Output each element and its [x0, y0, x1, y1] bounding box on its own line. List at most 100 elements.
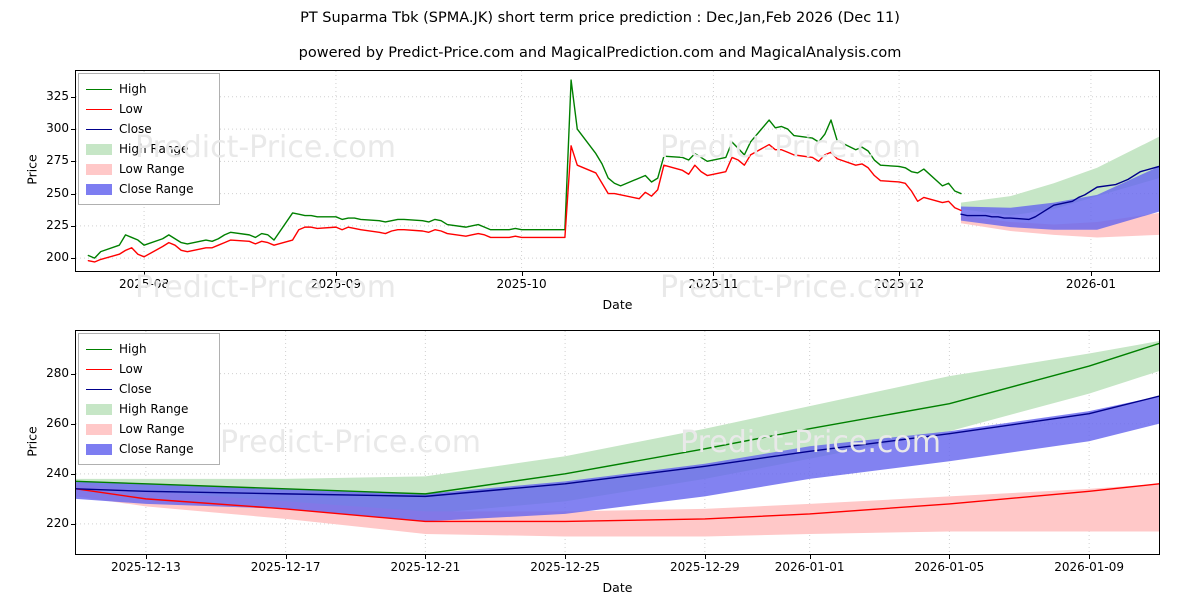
- y-tick-mark: [71, 96, 75, 98]
- y-tick-label: 240: [46, 465, 69, 480]
- legend-item-low-range: Low Range: [86, 419, 212, 439]
- y-tick-label: 260: [46, 415, 69, 430]
- y-tick-mark: [71, 373, 75, 375]
- x-tick-mark: [1089, 555, 1091, 559]
- legend-line-swatch-close: [86, 384, 112, 395]
- legend-label-high-range: High Range: [119, 142, 189, 156]
- band-low-range: [76, 483, 1159, 537]
- y-tick-mark: [71, 473, 75, 475]
- bottom-plot-svg: [76, 331, 1159, 554]
- legend-line-swatch-high: [86, 84, 112, 95]
- legend-label-close-range: Close Range: [119, 182, 194, 196]
- legend-item-low: Low: [86, 359, 212, 379]
- x-tick-mark: [145, 555, 147, 559]
- y-tick-mark: [71, 523, 75, 525]
- legend-patch-swatch-low-range: [86, 423, 112, 435]
- legend-item-close-range: Close Range: [86, 179, 212, 199]
- legend-label-high-range: High Range: [119, 402, 189, 416]
- top-x-axis-label: Date: [602, 297, 633, 312]
- series-line-high: [76, 342, 1159, 495]
- legend-label-low-range: Low Range: [119, 422, 185, 436]
- y-tick-mark: [71, 193, 75, 195]
- legend-line-swatch-low: [86, 364, 112, 375]
- x-tick-label: 2026-01: [1065, 277, 1116, 291]
- x-tick-mark: [713, 272, 715, 276]
- series-line-close: [76, 395, 1159, 498]
- y-tick-label: 275: [46, 153, 69, 168]
- y-tick-mark: [71, 258, 75, 260]
- legend-patch-swatch-high-range: [86, 403, 112, 415]
- legend-item-close: Close: [86, 119, 212, 139]
- legend-item-high-range: High Range: [86, 399, 212, 419]
- x-tick-mark: [704, 555, 706, 559]
- chart-subtitle: powered by Predict-Price.com and Magical…: [298, 45, 902, 61]
- y-tick-label: 280: [46, 365, 69, 380]
- legend-patch-swatch-close-range: [86, 443, 112, 455]
- x-tick-mark: [809, 555, 811, 559]
- legend-label-high: High: [119, 342, 147, 356]
- y-tick-label: 225: [46, 217, 69, 232]
- legend-line-swatch-close: [86, 124, 112, 135]
- x-tick-label: 2026-01-05: [914, 560, 985, 574]
- legend-label-close: Close: [119, 382, 152, 396]
- series-line-close: [960, 165, 1159, 221]
- chart-title: PT Suparma Tbk (SPMA.JK) short term pric…: [300, 10, 900, 26]
- legend-label-low-range: Low Range: [119, 162, 185, 176]
- y-tick-label: 325: [46, 88, 69, 103]
- legend-label-close: Close: [119, 122, 152, 136]
- legend-item-low-range: Low Range: [86, 159, 212, 179]
- band-close-range: [76, 396, 1159, 522]
- y-tick-label: 300: [46, 121, 69, 136]
- top-chart-panel: Price Date 200 225 250 275 300 325 2025-08 2025…: [0, 62, 1200, 312]
- x-tick-label: 2025-12-17: [250, 560, 321, 574]
- x-tick-mark: [521, 272, 523, 276]
- x-tick-label: 2025-09: [310, 277, 361, 291]
- x-tick-mark: [899, 272, 901, 276]
- legend-label-low: Low: [119, 102, 143, 116]
- x-tick-mark: [285, 555, 287, 559]
- legend-line-swatch-low: [86, 104, 112, 115]
- x-tick-label: 2025-10: [496, 277, 547, 291]
- y-tick-mark: [71, 225, 75, 227]
- legend-item-high-range: High Range: [86, 139, 212, 159]
- x-tick-label: 2025-12-21: [390, 560, 461, 574]
- x-tick-mark: [1090, 272, 1092, 276]
- x-tick-mark: [425, 555, 427, 559]
- legend-item-close: Close: [86, 379, 212, 399]
- legend-patch-swatch-low-range: [86, 163, 112, 175]
- y-tick-mark: [71, 161, 75, 163]
- y-tick-label: 200: [46, 250, 69, 265]
- x-tick-mark: [565, 555, 567, 559]
- x-tick-label: 2026-01-09: [1054, 560, 1124, 574]
- legend-label-high: High: [119, 82, 147, 96]
- x-tick-mark: [335, 272, 337, 276]
- x-tick-label: 2026-01-01: [774, 560, 845, 574]
- series-line-low: [87, 143, 962, 263]
- legend-item-close-range: Close Range: [86, 439, 212, 459]
- top-plot-area: [75, 70, 1160, 272]
- x-tick-label: 2025-08: [118, 277, 170, 291]
- top-legend: High Low Close High Range Low Range Close Ran…: [78, 73, 220, 205]
- bottom-plot-area: [75, 330, 1160, 555]
- legend-patch-swatch-high-range: [86, 143, 112, 155]
- y-tick-mark: [71, 423, 75, 425]
- bottom-x-axis-label: Date: [602, 580, 633, 595]
- bottom-chart-panel: Price Date 220 240 260 280 2025-12-13 2025-12…: [0, 322, 1200, 600]
- x-tick-label: 2025-12-29: [669, 560, 740, 574]
- x-tick-mark: [144, 272, 146, 276]
- bottom-legend: High Low Close High Range Low Range Close Ran…: [78, 333, 220, 465]
- x-tick-mark: [949, 555, 951, 559]
- series-line-high: [87, 79, 962, 259]
- y-tick-label: 250: [46, 185, 69, 200]
- x-tick-label: 2025-12-13: [110, 560, 181, 574]
- legend-label-close-range: Close Range: [119, 442, 194, 456]
- legend-item-high: High: [86, 79, 212, 99]
- legend-line-swatch-high: [86, 344, 112, 355]
- y-tick-label: 220: [46, 515, 69, 530]
- x-tick-label: 2025-12-25: [530, 560, 600, 574]
- legend-item-high: High: [86, 339, 212, 359]
- x-tick-label: 2025-11: [688, 277, 739, 291]
- y-tick-mark: [71, 129, 75, 131]
- legend-patch-swatch-close-range: [86, 183, 112, 195]
- band-close-range: [960, 166, 1159, 230]
